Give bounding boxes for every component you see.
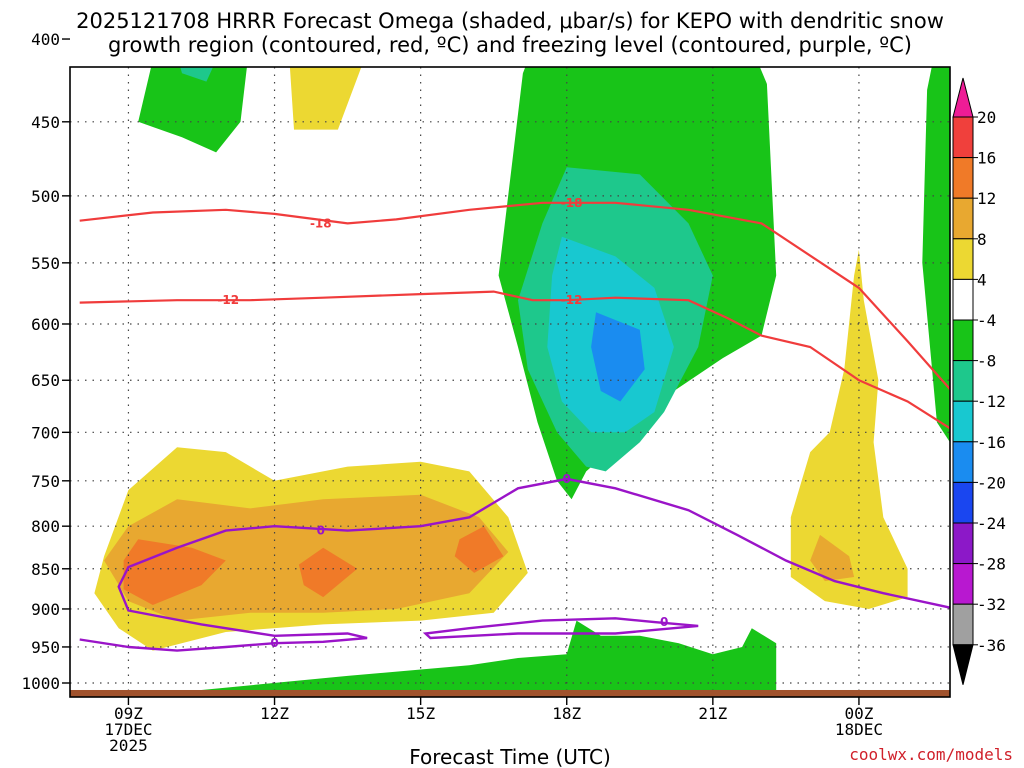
colorbar-label: -8 <box>977 352 996 371</box>
colorbar-label: 4 <box>977 270 987 289</box>
colorbar-bottom-arrow <box>952 644 974 685</box>
colorbar-label: 8 <box>977 230 987 249</box>
y-tick-label: 950 <box>31 638 60 657</box>
x-axis-label: Forecast Time (UTC) <box>409 745 611 768</box>
colorbar-segment <box>952 197 974 240</box>
colorbar-label: -20 <box>977 473 1006 492</box>
colorbar-segment <box>952 319 974 362</box>
y-tick-label: 850 <box>31 560 60 579</box>
omega-shading <box>94 67 950 690</box>
omega-region-15 <box>123 539 226 605</box>
credit-text[interactable]: coolwx.com/models <box>849 745 1013 764</box>
omega-region-1 <box>180 67 214 82</box>
y-tick-label: 450 <box>31 113 60 132</box>
y-tick-label: 500 <box>31 187 60 206</box>
x-tick-label: 17DEC <box>104 720 152 739</box>
contour-label: -18 <box>310 216 332 230</box>
freezing-contour-1 <box>422 617 699 640</box>
contour-label: 0 <box>660 615 668 629</box>
x-tick-label: 18DEC <box>835 720 883 739</box>
colorbar-label: -24 <box>977 514 1006 533</box>
colorbar-segment <box>952 603 974 646</box>
contour-label: -12 <box>217 293 239 307</box>
colorbar-segment <box>952 441 974 483</box>
contour-label: 0 <box>563 472 571 486</box>
y-tick-label: 900 <box>31 600 60 619</box>
y-tick-label: 650 <box>31 371 60 390</box>
colorbar-label: 20 <box>977 108 996 127</box>
omega-region-17 <box>454 526 504 573</box>
ground-surface <box>70 689 950 697</box>
contour-labels: -18 -18 -12 -12 0 0 0 0 <box>217 196 668 650</box>
y-tick-label: 700 <box>31 423 60 442</box>
colorbar-segment <box>952 563 974 605</box>
colorbar-label: 12 <box>977 189 996 208</box>
colorbar-segment <box>952 238 974 280</box>
contour-label: 0 <box>317 524 325 538</box>
x-tick-label: 2025 <box>109 736 148 755</box>
colorbar-label: -32 <box>977 595 1006 614</box>
colorbar-label: -36 <box>977 636 1006 655</box>
y-tick-label: 1000 <box>21 674 60 693</box>
colorbar-label: -12 <box>977 392 1006 411</box>
y-tick-label: 600 <box>31 315 60 334</box>
omega-clear-0 <box>759 67 788 106</box>
dgz-isotherm-1 <box>79 290 950 430</box>
y-tick-label: 750 <box>31 472 60 491</box>
colorbar-label: -16 <box>977 433 1006 452</box>
y-tick-label: 550 <box>31 254 60 273</box>
grid-lines <box>70 67 950 697</box>
contour-label: -12 <box>561 293 583 307</box>
plot-area: -18 -18 -12 -12 0 0 0 0 <box>70 67 950 697</box>
omega-region-6 <box>922 67 950 443</box>
dgz-isotherm-0 <box>79 201 950 391</box>
x-tick-label: 15Z <box>406 704 435 723</box>
contour-label: -18 <box>561 196 583 210</box>
colorbar-segment <box>952 360 974 402</box>
colorbar-top-arrow <box>952 77 974 118</box>
omega-region-14 <box>810 534 855 582</box>
omega-region-0 <box>138 67 247 153</box>
omega-region-5 <box>591 312 645 402</box>
chart-title-line1: 2025121708 HRRR Forecast Omega (shaded, … <box>76 9 944 33</box>
chart-title-line2: growth region (contoured, red, ºC) and f… <box>108 33 912 57</box>
x-tick-label: 12Z <box>260 704 289 723</box>
colorbar-segment <box>952 157 974 199</box>
plot-frame <box>69 66 951 698</box>
x-tick-label: 21Z <box>698 704 727 723</box>
colorbar-segment <box>952 278 974 321</box>
omega-region-7 <box>201 620 777 690</box>
y-axis: 2503003504004505005506006507007508008509… <box>21 30 70 693</box>
omega-region-16 <box>298 547 358 598</box>
contour-lines <box>79 201 950 652</box>
y-tick-label: 400 <box>31 30 60 49</box>
colorbar-label: -4 <box>977 311 996 330</box>
colorbar-segment <box>952 522 974 565</box>
x-tick-label: 00Z <box>844 704 873 723</box>
colorbar-segment <box>952 481 974 524</box>
omega-region-12 <box>790 249 908 609</box>
contour-label: 0 <box>270 636 278 650</box>
freezing-contour-0 <box>79 477 950 652</box>
x-tick-label: 18Z <box>552 704 581 723</box>
colorbar-segment <box>952 116 974 159</box>
y-tick-label: 800 <box>31 517 60 536</box>
x-tick-label: 09Z <box>114 704 143 723</box>
colorbar: 20 16 12 8 4 -4 -8 -12 -16 -20 -24 -28 -32 -36 <box>952 77 1006 685</box>
colorbar-label: 16 <box>977 149 996 168</box>
omega-region-8 <box>289 67 362 130</box>
colorbar-segment <box>952 400 974 443</box>
colorbar-label: -28 <box>977 555 1006 574</box>
